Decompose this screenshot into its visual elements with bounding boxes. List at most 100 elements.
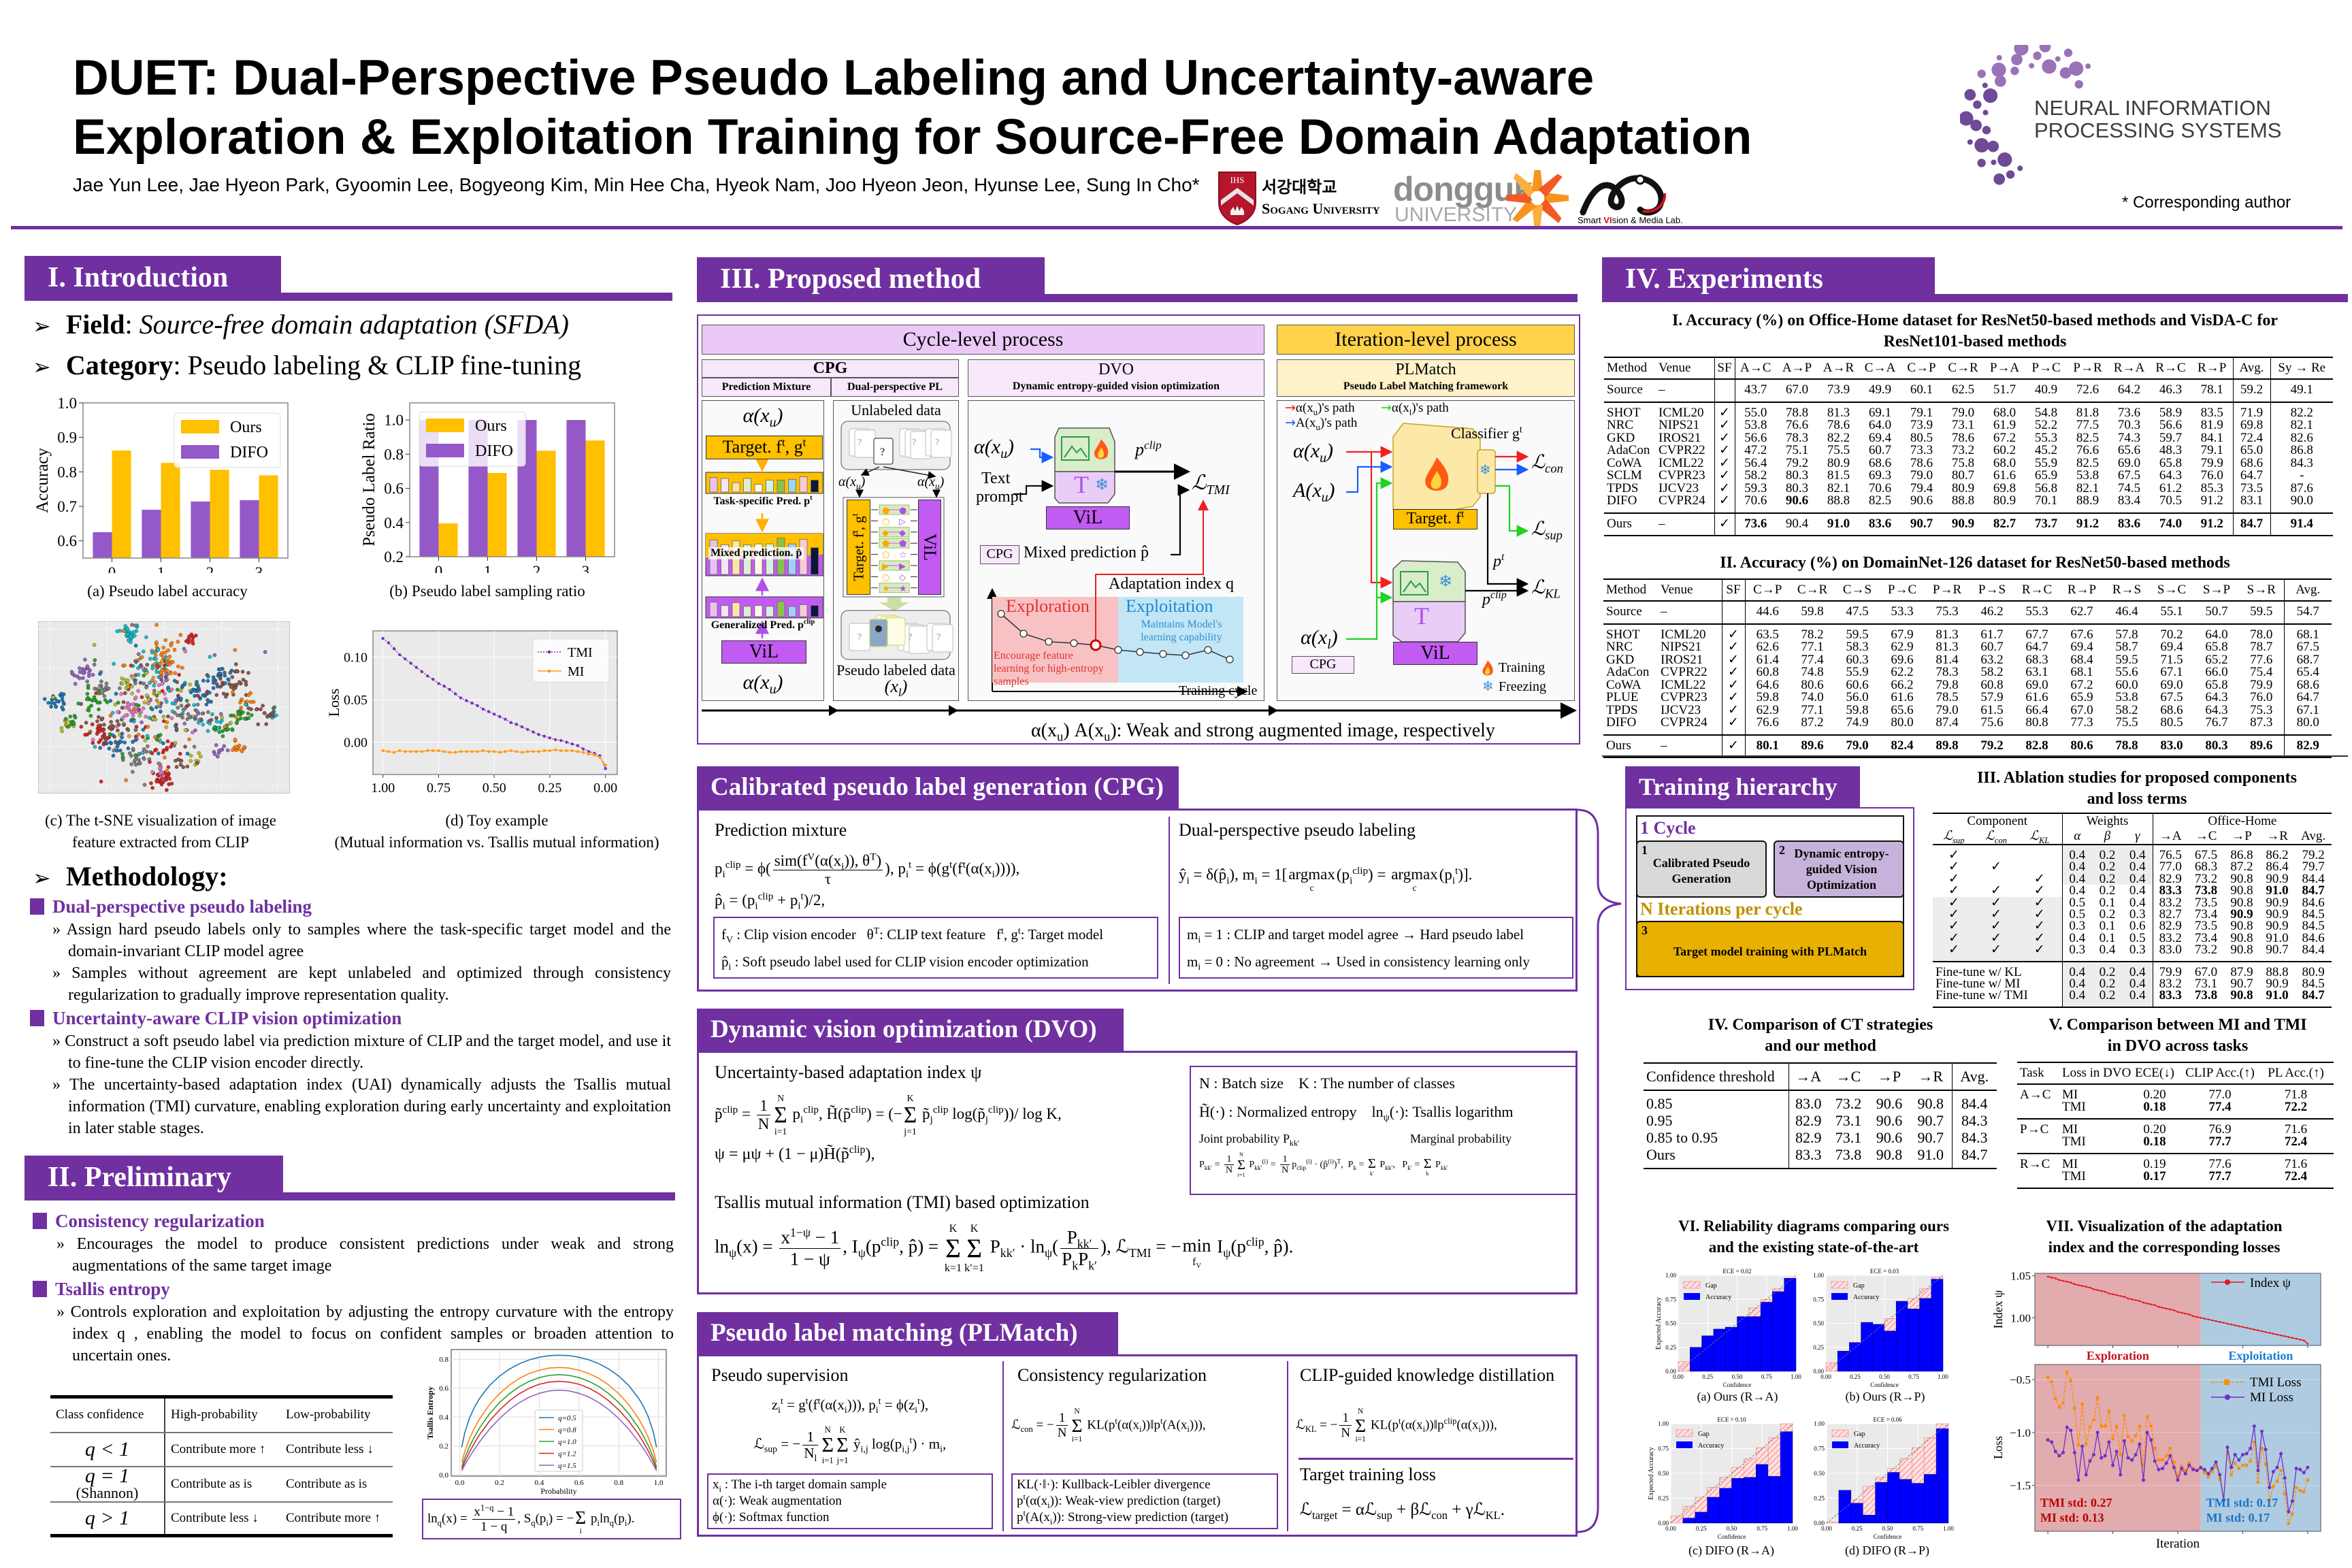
tsne-point xyxy=(146,701,150,706)
table-cell: – xyxy=(1661,604,1667,619)
plmatch-divider xyxy=(1002,1361,1004,1531)
gap-bar xyxy=(1731,1467,1744,1479)
dvo-text-prompt: Text prompt xyxy=(976,470,1023,506)
low-prob-cell: Contribute less ↓ xyxy=(280,1432,393,1467)
table-cell: 79.2 xyxy=(1785,455,1809,470)
tsne-point xyxy=(193,693,197,698)
table-cell: ✓ xyxy=(1975,908,2017,921)
table-cell: 90.8 xyxy=(1917,1095,1944,1112)
tsne-point xyxy=(172,679,177,683)
y-tick-label: 1.05 xyxy=(2010,1270,2031,1283)
tmi-loss-point xyxy=(2069,1379,2072,1382)
table-cell: 65.6 xyxy=(2117,443,2141,457)
unknown-mark: ? xyxy=(908,632,912,642)
table-cell: 73.2 xyxy=(2194,943,2218,958)
std-annotation-exploitation: MI std: 0.17 xyxy=(2206,1511,2270,1524)
table-cell: 67.1 xyxy=(2160,665,2183,679)
tsne-point xyxy=(93,687,97,691)
data-point-mi xyxy=(381,749,385,753)
table-cell: 55.1 xyxy=(2160,604,2183,619)
chart-c-caption: (c) The t-SNE visualization of image fea… xyxy=(24,810,297,853)
table-cell: 0.3 xyxy=(2129,943,2146,958)
accuracy-bar xyxy=(1923,1474,1937,1524)
tsne-point xyxy=(229,685,233,689)
table-cell: 90.8 xyxy=(1876,1146,1903,1163)
tsne-point xyxy=(210,712,214,717)
tsne-point xyxy=(83,657,87,662)
table-cell: 90.7 xyxy=(1917,1112,1944,1129)
column-header: γ xyxy=(2123,829,2153,845)
tsne-point xyxy=(179,696,183,701)
tsne-point xyxy=(263,650,267,654)
table-cell: 70.5 xyxy=(2159,493,2183,508)
plmatch-divider xyxy=(1287,1361,1288,1531)
tsne-point xyxy=(59,691,64,696)
y-tick-label: 0.50 xyxy=(1813,1320,1824,1327)
table-cell: 84.3 xyxy=(1951,1129,1997,1146)
mi-loss-point xyxy=(2122,1439,2126,1443)
tmi-loss-point xyxy=(2050,1380,2053,1384)
tmi-loss-point xyxy=(2126,1435,2130,1439)
star-ray xyxy=(1538,199,1562,223)
mi-loss-point xyxy=(2202,1467,2206,1471)
legend-swatch-accuracy xyxy=(1684,1293,1700,1300)
data-point-mi xyxy=(459,750,463,753)
column-group-header: Component xyxy=(1967,814,2028,828)
x-axis-label: Confidence xyxy=(1723,1382,1751,1388)
text-prompt-line: prompt xyxy=(976,488,1024,506)
tsne-point xyxy=(169,781,174,786)
index-point xyxy=(2070,1281,2072,1284)
table-row-group: Ours – ✓ 80.1 89.6 79.0 82.4 89.8 79.2 82.8 80.6 78… xyxy=(1603,734,2332,757)
gap-bar xyxy=(1923,1437,1937,1475)
table-cell: 76.0 xyxy=(2250,690,2273,704)
tsne-point xyxy=(158,766,162,770)
tsne-point xyxy=(51,695,55,700)
accuracy-bar xyxy=(1760,1302,1773,1372)
table-cell: P→C xyxy=(2020,1122,2049,1137)
tsne-point xyxy=(206,710,210,715)
plm-input-weak: α(xu) xyxy=(1293,440,1333,466)
table-cell: 67.0 xyxy=(2194,964,2218,979)
tsne-point xyxy=(223,724,227,729)
tsne-point xyxy=(106,736,111,740)
tsne-point xyxy=(142,747,146,751)
flame-icon xyxy=(1094,439,1109,459)
table-cell: – xyxy=(1659,382,1665,397)
mi-loss-point xyxy=(2275,1465,2279,1469)
column-header: SF xyxy=(1714,357,1735,380)
mi-loss-point xyxy=(2306,1465,2310,1469)
table-cell xyxy=(2017,1171,2059,1188)
table-cell: 90.9 xyxy=(2266,871,2289,886)
table-row-group: SHOT ICML20 ✓ 55.0 78.8 81.3 69.1 79.1 79.0 68.0 5… xyxy=(1604,402,2333,513)
table-cell: 88.8 xyxy=(1827,493,1850,508)
tsne-point xyxy=(166,714,170,719)
index-point xyxy=(2261,1330,2263,1333)
tsne-point xyxy=(122,723,126,727)
mi-loss-point xyxy=(2057,1454,2061,1458)
table-cell: 59.8 xyxy=(1744,691,1790,704)
data-card xyxy=(930,429,952,458)
tsne-point xyxy=(233,745,238,749)
table-cell: 66.0 xyxy=(2205,665,2228,679)
tsne-point xyxy=(181,765,186,770)
table-cell: 68.1 xyxy=(2070,665,2093,679)
labeled-cards: ??? xyxy=(849,615,953,654)
tsne-point xyxy=(177,672,181,677)
index-point xyxy=(2192,1315,2194,1318)
column-header: P→C xyxy=(2025,357,2067,380)
data-point-tmi xyxy=(487,710,491,713)
tsne-point xyxy=(262,711,267,715)
legend-swatch-accuracy xyxy=(1676,1441,1693,1448)
prediction-bar xyxy=(777,601,785,617)
photo-person xyxy=(875,625,882,632)
prediction-bar xyxy=(754,605,763,617)
table-head: Method Venue SF C→P C→R C→S P→C P→R P→S R→C R→P R→S… xyxy=(1603,579,2332,602)
legend-swatch-accuracy xyxy=(1831,1293,1848,1300)
tsne-point xyxy=(133,695,138,700)
data-point-mi xyxy=(453,751,457,754)
mi-loss-point xyxy=(2103,1454,2107,1458)
column-header: →C xyxy=(2188,829,2225,845)
legend-marker xyxy=(2225,1394,2230,1400)
table-cell: 88.9 xyxy=(2076,493,2100,508)
tsne-point xyxy=(165,746,169,750)
